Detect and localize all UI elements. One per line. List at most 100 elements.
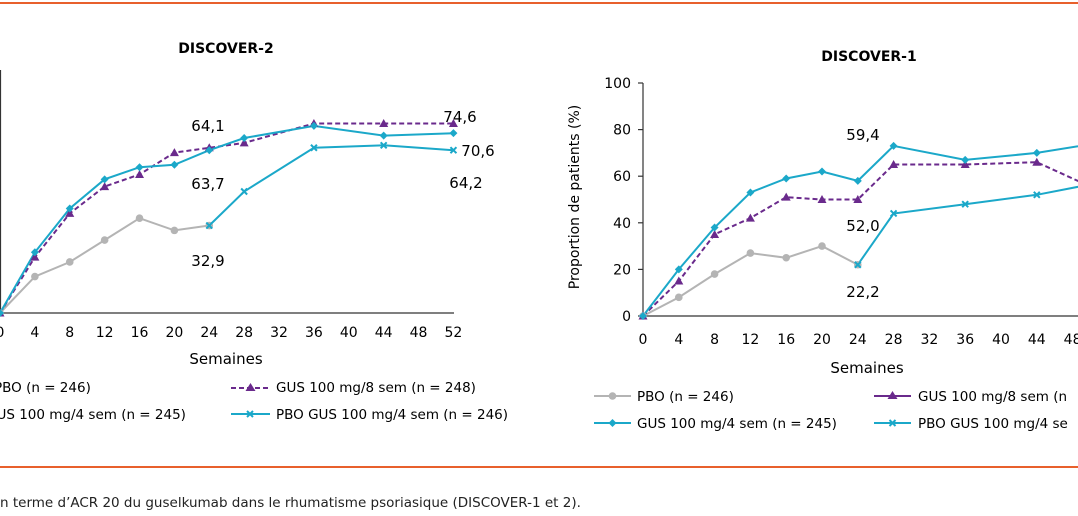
x-tick-label: 32 (270, 325, 288, 341)
x-tick-label: 28 (235, 325, 253, 341)
data-label: 59,4 (846, 126, 879, 144)
point-marker-gus_q4w (309, 121, 318, 130)
point-marker-gus_q4w (746, 188, 755, 197)
y-ticks: 0 20 40 60 80 100 (604, 76, 643, 325)
x-tick-label: 48 (1064, 332, 1078, 348)
x-tick-label: 40 (340, 325, 358, 341)
x-tick-label: 24 (200, 325, 218, 341)
point-marker-gus_q4w (0, 309, 4, 317)
point-marker-gus_q8w (135, 169, 145, 178)
legend-label: GUS 100 mg/8 sem (n (918, 389, 1067, 405)
chart-discover-1: DISCOVER-1 Proportion de patients (%) 0 2… (567, 49, 1078, 432)
legend-label: GUS 100 mg/8 sem (n = 248) (276, 380, 476, 396)
point-marker-gus_q8w (674, 276, 684, 285)
point-marker-pbo (710, 270, 719, 278)
figure-charts: DISCOVER-2 0481216202428323640444852 Sem… (0, 41, 1078, 432)
data-label: 64,2 (449, 174, 482, 192)
legend-label: PBO GUS 100 mg/4 sem (n = 246) (276, 407, 508, 423)
point-marker-gus_q8w (853, 195, 863, 203)
x-tick-label: 40 (992, 332, 1010, 348)
point-marker-gus_q8w (100, 182, 110, 191)
point-marker-gus_q8w (745, 213, 755, 222)
chart-title: DISCOVER-1 (821, 49, 916, 65)
x-tick-label: 8 (710, 332, 719, 348)
x-tick-label: 4 (674, 332, 683, 348)
point-marker-pbo_gus (889, 209, 898, 218)
point-marker-gus_q4w (170, 160, 179, 169)
x-tick-label: 16 (777, 332, 795, 348)
series-markers (0, 118, 458, 317)
x-tick-label: 12 (741, 332, 759, 348)
y-tick-label: 60 (613, 169, 631, 185)
point-marker-gus_q4w (853, 176, 862, 185)
y-tick-label: 80 (613, 123, 631, 139)
legend-marker-triangle (245, 383, 256, 391)
data-label: 32,9 (191, 252, 224, 270)
x-tick-label: 48 (410, 325, 428, 341)
x-tick-label: 36 (305, 325, 323, 341)
top-rule (0, 2, 1078, 4)
point-marker-pbo_gus (379, 141, 388, 150)
point-marker-gus_q8w (448, 118, 458, 127)
legend-label: PBO GUS 100 mg/4 se (918, 416, 1068, 432)
point-marker-pbo_gus (854, 261, 862, 269)
legend-marker-cross (246, 410, 254, 418)
x-tick-label: 12 (96, 325, 114, 341)
series-line-pbo (0, 217, 210, 314)
point-marker-pbo_gus (205, 221, 213, 230)
point-marker-pbo (818, 242, 826, 250)
x-ticks: 0481216202428323640444852 (639, 332, 1078, 348)
legend-label: GUS 100 mg/4 sem (n = 245) (637, 416, 837, 432)
x-tick-label: 24 (849, 332, 867, 348)
legend-label: GUS 100 mg/4 sem (n = 245) (0, 407, 186, 423)
figure-caption: n terme d’ACR 20 du guselkumab dans le r… (0, 495, 581, 511)
x-axis-label: Semaines (189, 350, 262, 368)
x-tick-label: 0 (0, 325, 4, 341)
x-tick-label: 44 (1028, 332, 1046, 348)
point-marker-gus_q8w (1032, 157, 1042, 166)
legend-marker-circle (608, 392, 617, 400)
point-marker-gus_q8w (169, 148, 179, 157)
point-marker-gus_q8w (889, 160, 899, 169)
point-marker-pbo_gus (1033, 191, 1041, 199)
legend-label: PBO (n = 246) (0, 380, 91, 396)
data-label: 70,6 (461, 142, 494, 160)
point-marker-gus_q4w (379, 131, 388, 140)
series-line-pbo_gus (208, 144, 454, 227)
point-marker-gus_q4w (30, 248, 39, 257)
data-label: 64,1 (191, 117, 224, 135)
point-marker-pbo (675, 293, 683, 302)
point-marker-gus_q4w (449, 129, 458, 138)
point-marker-pbo_gus (240, 187, 248, 196)
x-tick-label: 36 (956, 332, 974, 348)
point-marker-gus_q4w (889, 141, 898, 150)
point-marker-pbo (170, 226, 179, 235)
data-label: 74,6 (443, 108, 476, 126)
point-marker-pbo (100, 236, 109, 244)
point-marker-gus_q8w (710, 229, 720, 238)
legend: PBO (n = 246) GUS 100 mg/4 sem (n = 245)… (594, 389, 1068, 432)
x-tick-label: 8 (65, 325, 74, 341)
point-marker-gus_q8w (30, 252, 40, 261)
point-marker-gus_q4w (135, 163, 144, 172)
legend-marker-diamond (608, 419, 617, 427)
point-marker-gus_q4w (710, 223, 719, 232)
point-marker-gus_q4w (961, 155, 970, 164)
data-label: 52,0 (846, 217, 879, 235)
point-marker-gus_q4w (205, 146, 214, 155)
x-tick-label: 0 (639, 332, 648, 348)
point-marker-gus_q8w (781, 192, 791, 201)
x-tick-label: 20 (165, 325, 183, 341)
point-marker-gus_q4w (65, 204, 74, 213)
point-marker-gus_q4w (1032, 148, 1041, 157)
point-marker-pbo (31, 272, 39, 281)
point-marker-gus_q4w (240, 134, 249, 143)
point-marker-pbo (135, 214, 144, 223)
series-lines (0, 122, 454, 314)
data-label: 63,7 (191, 175, 224, 193)
point-marker-gus_q4w (818, 167, 826, 176)
point-marker-gus_q8w (379, 118, 389, 127)
chart-title: DISCOVER-2 (178, 41, 273, 57)
series-line-gus_q4w (0, 124, 454, 314)
point-marker-gus_q4w (782, 174, 791, 183)
